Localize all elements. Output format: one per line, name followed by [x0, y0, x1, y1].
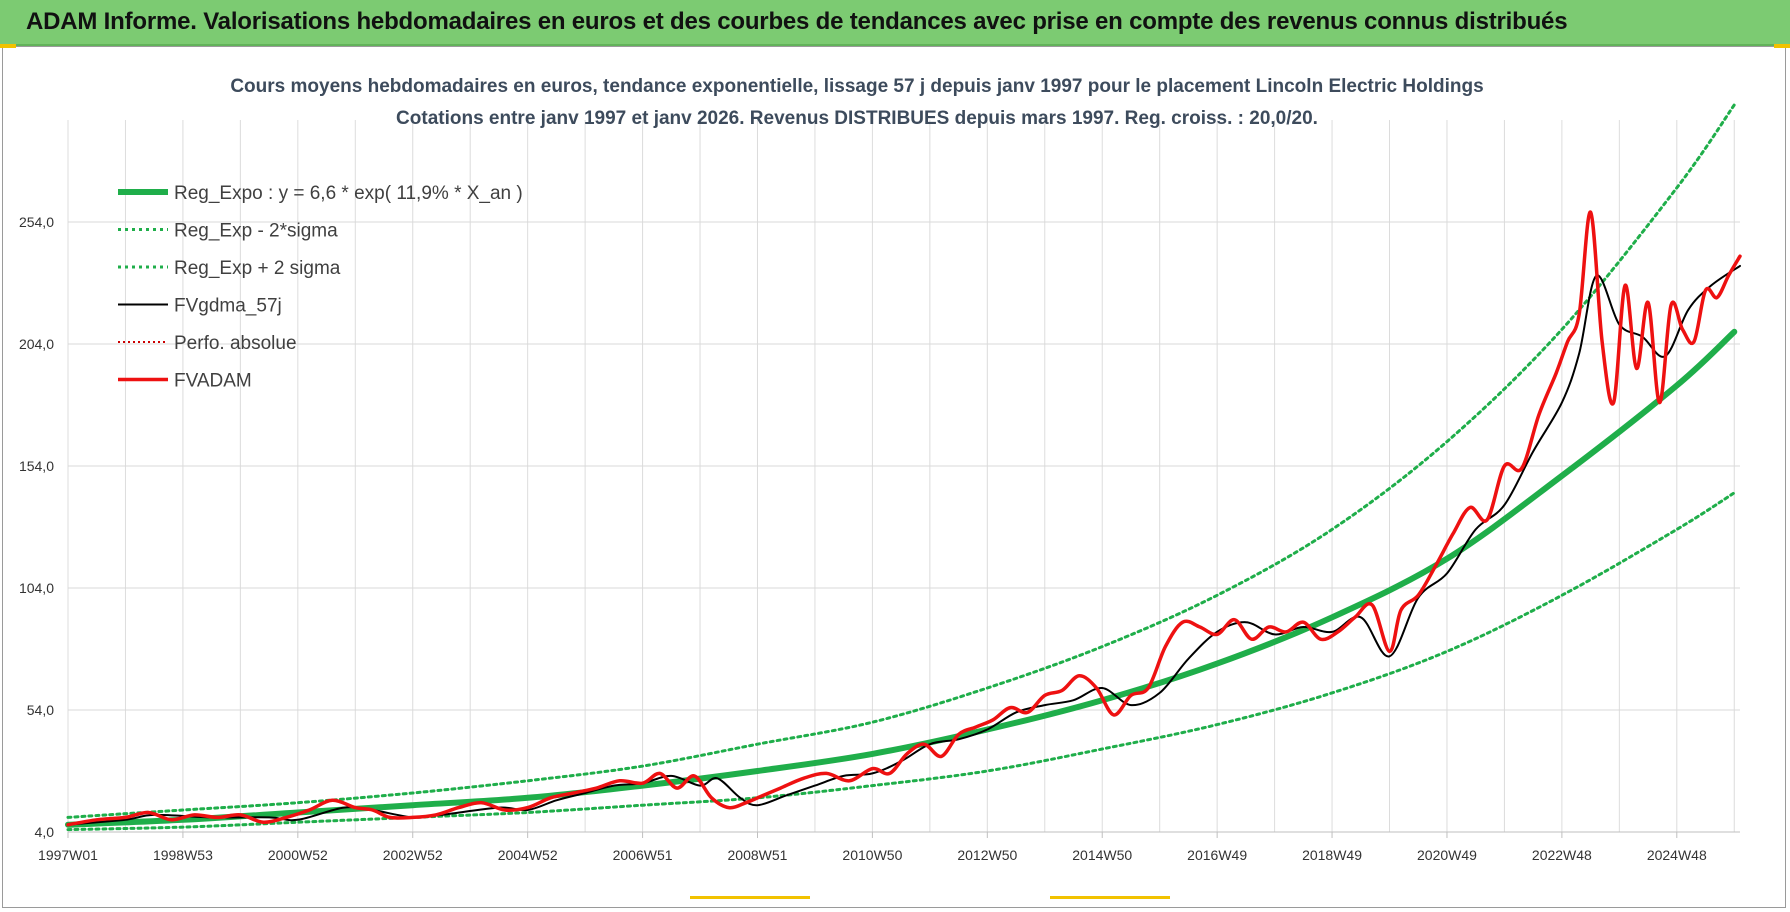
grid: [67, 120, 1740, 833]
y-tick-label: 204,0: [19, 336, 54, 352]
y-tick-label: 4,0: [35, 824, 55, 840]
chart-title: Cours moyens hebdomadaires en euros, ten…: [230, 76, 1483, 97]
series-line-high: [66, 103, 1736, 819]
x-tick-label: 2002W52: [383, 847, 443, 863]
x-tick-label: 2016W49: [1187, 847, 1247, 863]
corner-marker: [1050, 896, 1170, 899]
x-tick-label: 2014W50: [1072, 847, 1132, 863]
legend-label-high: Reg_Exp + 2 sigma: [174, 258, 341, 279]
header-title: ADAM Informe. Valorisations hebdomadaire…: [26, 8, 1568, 35]
chart-subtitle: Cotations entre janv 1997 et janv 2026. …: [396, 108, 1318, 129]
x-tick-label: 2000W52: [268, 847, 328, 863]
y-tick-label: 104,0: [19, 580, 54, 596]
chart-frame: [2, 46, 1786, 908]
legend-label-reg: Reg_Expo : y = 6,6 * exp( 11,9% * X_an ): [174, 183, 523, 204]
x-tick-label: 2020W49: [1417, 847, 1477, 863]
x-tick-label: 2024W48: [1647, 847, 1707, 863]
legend-label-perfo: Perfo. absolue: [174, 333, 297, 354]
legend-label-smooth: FVgdma_57j: [174, 296, 282, 317]
x-tick-label: 2006W51: [613, 847, 673, 863]
x-tick-label: 2018W49: [1302, 847, 1362, 863]
x-axis: 1997W01 1998W53 2000W52 2002W52 2004W52 2006W…: [38, 831, 1740, 863]
legend: Reg_Expo : y = 6,6 * exp( 11,9% * X_an )…: [118, 183, 523, 392]
series-line-smooth: [67, 264, 1741, 826]
y-tick-label: 54,0: [27, 702, 54, 718]
y-tick-label: 154,0: [19, 458, 54, 474]
x-tick-label: 1997W01: [38, 847, 98, 863]
series-line-reg: [65, 328, 1738, 828]
x-tick-label: 2008W51: [728, 847, 788, 863]
series-group: [65, 103, 1742, 832]
corner-marker: [0, 44, 16, 48]
y-tick-label: 254,0: [19, 214, 54, 230]
corner-marker: [690, 896, 810, 899]
y-axis: 4,0 54,0 104,0 154,0 204,0 254,0: [19, 214, 54, 840]
x-tick-label: 2004W52: [498, 847, 558, 863]
series-line-fvadam: [66, 210, 1742, 827]
corner-marker: [1774, 44, 1790, 48]
series-line-low: [66, 491, 1736, 832]
legend-label-low: Reg_Exp - 2*sigma: [174, 221, 338, 242]
x-tick-label: 2012W50: [957, 847, 1017, 863]
header-banner: ADAM Informe. Valorisations hebdomadaire…: [0, 0, 1790, 46]
x-tick-label: 2022W48: [1532, 847, 1592, 863]
x-tick-label: 2010W50: [842, 847, 902, 863]
legend-label-fvadam: FVADAM: [174, 371, 252, 392]
x-tick-label: 1998W53: [153, 847, 213, 863]
